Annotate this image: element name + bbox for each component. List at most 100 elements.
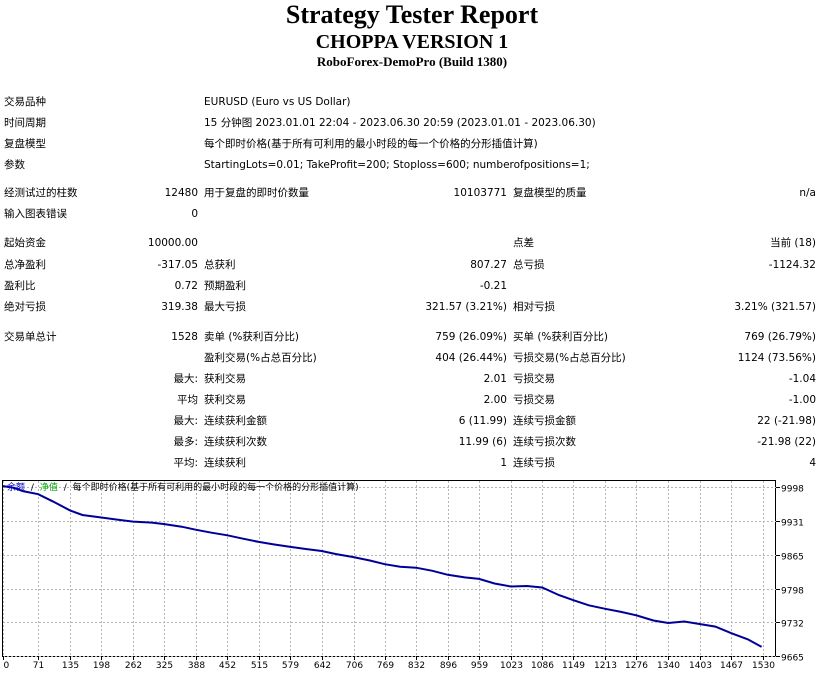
most-consecutive-prefix: 最多: (173, 436, 198, 448)
x-tick-label: 832 (408, 661, 425, 671)
deposit-label: 起始资金 (4, 237, 46, 249)
expected-payoff-value: -0.21 (479, 280, 507, 292)
x-tick-label: 642 (314, 661, 331, 671)
x-tick-label: 579 (282, 661, 299, 671)
average-profit-label: 获利交易 (204, 394, 246, 406)
y-tick-label: 9798 (781, 587, 804, 597)
profit-factor-label: 盈利比 (4, 280, 36, 292)
x-tick-label: 1530 (752, 661, 775, 671)
balance-series-line (2, 485, 763, 648)
x-tick-label: 262 (125, 661, 142, 671)
params-value: StartingLots=0.01; TakeProfit=200; Stopl… (204, 159, 590, 171)
quality-value: n/a (799, 187, 816, 199)
x-tick-label: 1340 (657, 661, 680, 671)
total-trades-label: 交易单总计 (4, 331, 57, 343)
bars-value: 12480 (164, 187, 198, 199)
max-consecutive-losses-label: 连续亏损金额 (513, 415, 576, 427)
x-tick-label: 1403 (689, 661, 712, 671)
legend-model-text: 每个即时价格(基于所有可利用的最小时段的每一个价格的分形插值计算) (73, 481, 359, 493)
x-tick-label: 1276 (625, 661, 648, 671)
short-positions-label: 卖单 (%获利百分比) (204, 331, 300, 343)
profit-trades-label: 盈利交易(%占总百分比) (204, 352, 317, 364)
max-drawdown-label: 最大亏损 (204, 301, 246, 313)
max-consecutive-wins-value: 6 (11.99) (458, 415, 507, 427)
x-tick-label: 388 (188, 661, 205, 671)
spread-label: 点差 (513, 237, 534, 249)
max-consecutive-profit-label: 连续获利次数 (204, 436, 267, 448)
x-tick-label: 1149 (562, 661, 585, 671)
legend-separator: / (31, 483, 35, 493)
gross-loss-value: -1124.32 (768, 259, 816, 271)
net-profit-value: -317.05 (157, 259, 198, 271)
params-label: 参数 (4, 159, 25, 171)
y-tick-label: 9732 (781, 620, 804, 630)
max-consecutive-loss-value: -21.98 (22) (757, 436, 816, 448)
x-tick-label: 1213 (594, 661, 617, 671)
x-tick-label: 135 (62, 661, 79, 671)
errors-value: 0 (191, 208, 198, 220)
largest-loss-value: -1.04 (788, 373, 816, 385)
x-tick-label: 1086 (531, 661, 554, 671)
relative-drawdown-value: 3.21% (321.57) (734, 301, 816, 313)
absolute-drawdown-value: 319.38 (161, 301, 198, 313)
period-value: 15 分钟图 2023.01.01 22:04 - 2023.06.30 20:… (204, 117, 596, 129)
largest-loss-label: 亏损交易 (513, 373, 555, 385)
chart-grid (3, 481, 776, 657)
y-tick-label: 9665 (781, 654, 804, 664)
profit-trades-value: 404 (26.44%) (435, 352, 507, 364)
chart-plot-area (2, 480, 776, 657)
x-tick-label: 959 (471, 661, 488, 671)
average-loss-label: 亏损交易 (513, 394, 555, 406)
average-consecutive-wins-value: 1 (500, 457, 507, 469)
average-prefix: 平均 (177, 394, 198, 406)
largest-profit-label: 获利交易 (204, 373, 246, 385)
y-axis: 9998 9931 9865 9798 9732 9665 (776, 485, 804, 664)
model-label: 复盘模型 (4, 138, 46, 150)
y-tick-label: 9865 (781, 553, 804, 563)
max-consecutive-loss-label: 连续亏损次数 (513, 436, 576, 448)
quality-label: 复盘模型的质量 (513, 187, 587, 199)
x-tick-label: 1023 (500, 661, 523, 671)
max-drawdown-value: 321.57 (3.21%) (425, 301, 507, 313)
y-tick-label: 9931 (781, 519, 804, 529)
average-consecutive-wins-label: 连续获利 (204, 457, 246, 469)
gross-profit-label: 总获利 (204, 259, 236, 271)
x-tick-label: 515 (251, 661, 268, 671)
x-tick-label: 706 (346, 661, 363, 671)
largest-profit-value: 2.01 (483, 373, 507, 385)
total-trades-value: 1528 (171, 331, 198, 343)
loss-trades-label: 亏损交易(%占总百分比) (513, 352, 626, 364)
legend-balance: 余额 (7, 481, 25, 493)
symbol-label: 交易品种 (4, 96, 46, 108)
server-build: RoboForex-DemoPro (Build 1380) (316, 54, 508, 69)
max-consecutive-prefix: 最大: (173, 415, 198, 427)
x-tick-label: 896 (440, 661, 457, 671)
loss-trades-value: 1124 (73.56%) (737, 352, 816, 364)
errors-label: 输入图表错误 (4, 208, 67, 220)
profit-factor-value: 0.72 (174, 280, 198, 292)
x-tick-label: 198 (93, 661, 110, 671)
long-positions-value: 769 (26.79%) (744, 331, 816, 343)
net-profit-label: 总净盈利 (4, 259, 46, 271)
legend-equity: 净值 (40, 481, 58, 493)
x-tick-label: 452 (219, 661, 236, 671)
long-positions-label: 买单 (%获利百分比) (513, 331, 609, 343)
model-value: 每个即时价格(基于所有可利用的最小时段的每一个价格的分形插值计算) (204, 138, 538, 150)
ticks-label: 用于复盘的即时价数量 (204, 187, 309, 199)
symbol-value: EURUSD (Euro vs US Dollar) (204, 96, 351, 108)
expected-payoff-label: 预期盈利 (204, 280, 246, 292)
report-title: Strategy Tester Report (285, 0, 539, 29)
balance-chart: 9998 9931 9865 9798 9732 9665 0 71 135 198 262 325… (2, 480, 804, 671)
deposit-value: 10000.00 (147, 237, 198, 249)
bars-label: 经测试过的柱数 (4, 187, 78, 199)
legend-separator-2: / (64, 483, 68, 493)
average-consecutive-losses-label: 连续亏损 (513, 457, 555, 469)
x-tick-label: 325 (156, 661, 173, 671)
average-consecutive-losses-value: 4 (809, 457, 816, 469)
gross-loss-label: 总亏损 (513, 259, 545, 271)
expert-name: CHOPPA VERSION 1 (315, 31, 509, 53)
gross-profit-value: 807.27 (470, 259, 507, 271)
period-label: 时间周期 (4, 117, 46, 129)
average-profit-value: 2.00 (483, 394, 507, 406)
x-axis: 0 71 135 198 262 325 388 452 515 579 642 706 769 832 8… (3, 656, 775, 671)
